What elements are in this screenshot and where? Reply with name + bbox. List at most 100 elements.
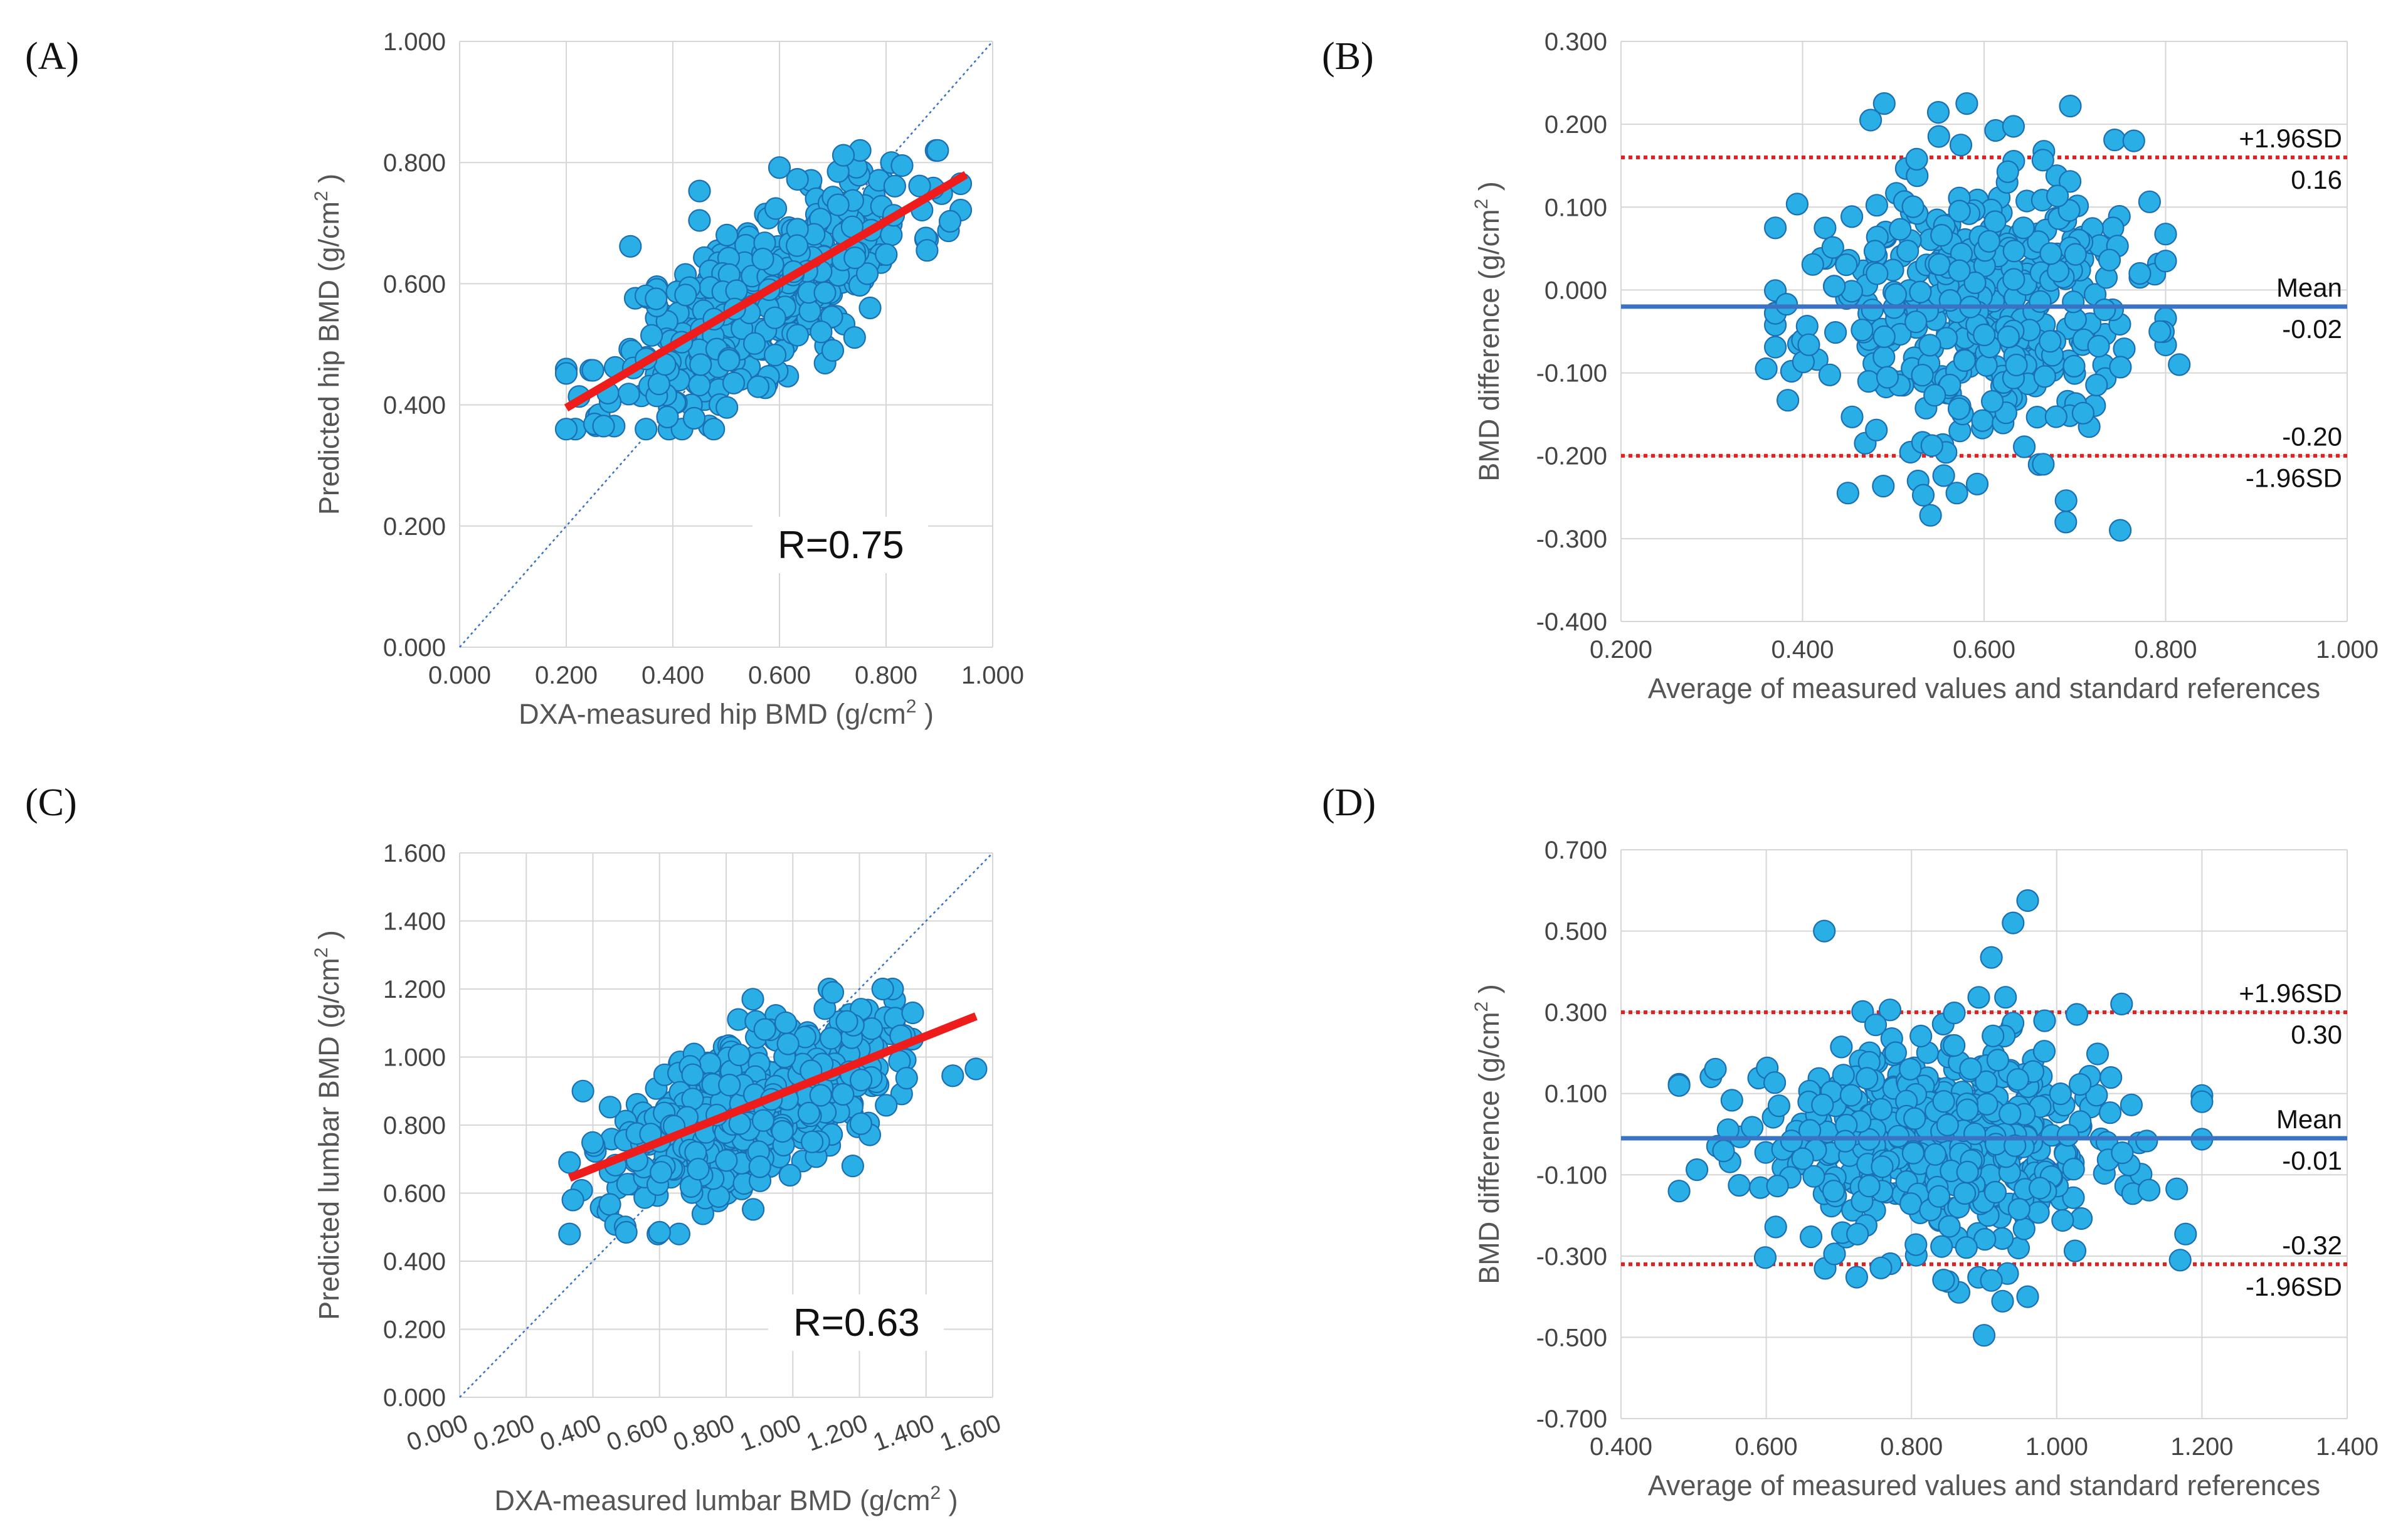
data-point [742, 332, 766, 355]
data-point [1963, 271, 1987, 294]
data-point [2059, 170, 2082, 193]
x-tick-label: 1.400 [2316, 1433, 2379, 1461]
data-point [656, 405, 679, 429]
data-point [2109, 519, 2132, 542]
data-point [1923, 1143, 1947, 1166]
y-tick-label: 1.200 [383, 976, 446, 1003]
data-point [647, 372, 670, 396]
data-point [2099, 1066, 2123, 1089]
x-axis-label: DXA-measured lumbar BMD (g/cm2 ) [494, 1483, 958, 1516]
x-tick-label: 0.800 [1880, 1433, 1943, 1461]
data-point [771, 1119, 794, 1143]
data-point [849, 1069, 873, 1092]
data-point [832, 1082, 855, 1106]
data-point [1938, 1215, 1961, 1238]
correlation-label: R=0.75 [778, 524, 904, 567]
data-point [813, 281, 837, 304]
y-tick-label: -0.100 [1536, 1161, 1607, 1189]
data-point [858, 296, 882, 320]
data-point [1764, 1215, 1787, 1239]
data-point [763, 306, 786, 329]
data-point [1872, 325, 1896, 349]
x-tick-label: 0.600 [748, 662, 811, 689]
data-point [2154, 223, 2177, 246]
data-point [774, 1011, 798, 1034]
data-point [1943, 1034, 1966, 1057]
data-point [1977, 230, 2000, 253]
data-point [835, 1010, 858, 1033]
y-tick-label: 0.100 [1545, 194, 1607, 221]
data-point [821, 981, 845, 1004]
data-point [1927, 125, 1950, 148]
data-point [650, 1161, 673, 1184]
data-point [2190, 1090, 2214, 1113]
data-point [1932, 1090, 1955, 1113]
data-point [1955, 92, 1978, 115]
data-point [2165, 1177, 2189, 1200]
y-axis-label: BMD difference (g/cm2 ) [1471, 984, 1505, 1284]
data-point [1918, 334, 1941, 357]
data-point [2135, 1129, 2158, 1153]
data-point [1963, 1122, 1987, 1145]
data-point [1764, 336, 1787, 359]
data-point [1814, 216, 1837, 240]
data-point [716, 396, 739, 419]
data-point [1802, 1165, 1825, 1188]
x-tick-label: 0.600 [1953, 636, 2015, 664]
data-point [674, 283, 697, 307]
data-point [682, 406, 706, 430]
data-point [561, 1188, 584, 1212]
data-point [751, 247, 774, 271]
annotation-backdrop [752, 517, 928, 573]
y-tick-label: 0.200 [383, 1316, 446, 1344]
data-point [800, 1130, 824, 1153]
data-point [1753, 1246, 1777, 1269]
data-point [2054, 510, 2078, 534]
y-tick-label: 0.300 [1545, 28, 1607, 56]
upper-loa-value: 0.30 [2291, 1020, 2342, 1049]
x-tick-label: 0.400 [536, 1409, 605, 1457]
data-point [2062, 290, 2085, 314]
data-point [832, 144, 855, 167]
data-point [1930, 1235, 1953, 1258]
data-point [2002, 115, 2025, 138]
data-point [1869, 1098, 1893, 1121]
data-point [855, 262, 879, 285]
data-point [1801, 253, 1824, 276]
x-tick-label: 0.800 [2134, 636, 2197, 664]
data-point [2007, 1197, 2030, 1221]
data-point [901, 1001, 924, 1025]
data-point [1824, 320, 1847, 344]
data-point [2128, 262, 2152, 285]
data-point [2031, 149, 2054, 172]
data-point [1920, 434, 1943, 457]
data-point [2039, 242, 2062, 265]
data-point [1755, 357, 1778, 381]
y-tick-label: -0.300 [1536, 526, 1607, 553]
x-tick-label: 1.200 [2170, 1433, 2233, 1461]
data-point [598, 1193, 621, 1216]
data-point [763, 343, 787, 367]
data-point [776, 1032, 800, 1055]
data-point [1928, 1185, 1951, 1208]
y-tick-label: 0.000 [383, 634, 446, 662]
data-point [1846, 1222, 1869, 1246]
data-point [1923, 384, 1946, 407]
data-point [2062, 354, 2086, 378]
data-point [1791, 1147, 1814, 1170]
data-point [1864, 1013, 1888, 1037]
y-tick-label: 0.800 [383, 149, 446, 177]
data-point [1863, 240, 1887, 263]
data-point [849, 1112, 873, 1135]
data-point [1728, 1173, 1751, 1197]
data-point [1948, 199, 1971, 223]
data-point [2069, 1072, 2092, 1096]
data-point [1720, 1089, 1743, 1112]
data-point [2051, 1209, 2074, 1232]
x-tick-label: 0.000 [428, 662, 491, 689]
data-point [1903, 1107, 1926, 1130]
data-point [941, 1064, 964, 1087]
data-point [2049, 1082, 2072, 1106]
data-point [1896, 240, 1920, 263]
data-point [841, 1154, 865, 1178]
